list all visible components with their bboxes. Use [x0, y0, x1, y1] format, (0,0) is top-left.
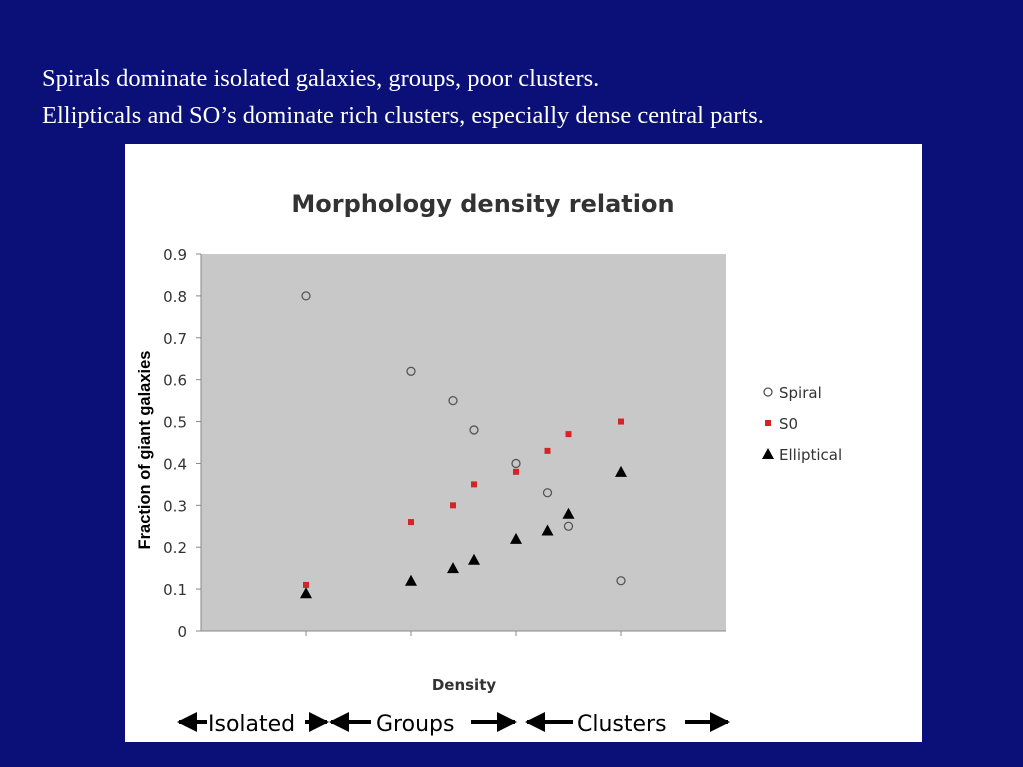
chart-panel: Morphology density relation 0 0.1 0.2 0.3 0.…	[125, 144, 922, 742]
spiral-point	[406, 366, 416, 376]
legend-spiral-marker	[763, 387, 773, 397]
legend-s0-marker	[765, 420, 771, 426]
slide-caption: Spirals dominate isolated galaxies, grou…	[42, 60, 764, 134]
y-tick-label: 0.9	[163, 246, 187, 264]
x-axis-label: Density	[432, 676, 497, 694]
spiral-point	[301, 291, 311, 301]
series-s0	[303, 418, 624, 588]
spiral-point	[616, 576, 626, 586]
morphology-density-chart: Morphology density relation 0 0.1 0.2 0.3 0.…	[136, 190, 842, 737]
spiral-point	[469, 425, 479, 435]
y-tick-label: 0.5	[163, 414, 187, 432]
x-axis-ticks	[305, 631, 622, 636]
y-tick-label: 0.4	[163, 455, 187, 473]
elliptical-point	[300, 587, 312, 599]
y-tick-label: 0.7	[163, 330, 187, 348]
s0-point	[618, 418, 624, 425]
elliptical-point	[510, 532, 522, 544]
plot-area	[201, 254, 726, 631]
legend-elliptical-label: Elliptical	[779, 446, 842, 464]
s0-point	[513, 468, 519, 475]
category-label-isolated: Isolated	[208, 712, 295, 737]
caption-line-1: Spirals dominate isolated galaxies, grou…	[42, 65, 600, 92]
spiral-point	[563, 521, 574, 531]
legend-spiral-label: Spiral	[779, 384, 822, 402]
legend: Spiral S0 Elliptical	[762, 384, 842, 464]
s0-point	[408, 519, 414, 526]
density-category-row: Isolated Groups Clusters	[177, 712, 730, 737]
spiral-point	[542, 488, 553, 498]
elliptical-point	[562, 507, 575, 519]
elliptical-point	[447, 562, 459, 574]
spiral-point	[511, 458, 521, 469]
spiral-point	[448, 395, 458, 406]
y-tick-label: 0.8	[163, 288, 187, 306]
y-tick-label: 0.1	[163, 581, 187, 599]
y-tick-label: 0.6	[163, 372, 187, 390]
s0-point	[544, 447, 551, 454]
series-spiral	[301, 291, 626, 586]
category-label-clusters: Clusters	[577, 712, 667, 737]
s0-point	[565, 431, 572, 438]
s0-point	[450, 502, 456, 509]
y-tick-label: 0.3	[163, 497, 187, 515]
elliptical-point	[615, 465, 627, 477]
category-label-groups: Groups	[376, 712, 454, 737]
elliptical-point	[468, 553, 480, 565]
elliptical-point	[541, 524, 554, 536]
elliptical-point	[405, 574, 417, 586]
s0-point	[303, 581, 309, 588]
caption-line-2: Ellipticals and SO’s dominate rich clust…	[42, 102, 764, 129]
series-elliptical	[300, 465, 627, 599]
y-tick-label: 0.2	[163, 539, 187, 557]
y-axis-label: Fraction of giant galaxies	[136, 351, 154, 550]
data-points	[300, 291, 627, 599]
chart-title: Morphology density relation	[291, 190, 674, 218]
y-axis-ticks: 0 0.1 0.2 0.3 0.4 0.5 0.6 0.7 0.8 0.9	[163, 246, 201, 641]
legend-s0-label: S0	[779, 415, 798, 433]
s0-point	[471, 481, 477, 488]
y-tick-label: 0	[177, 623, 187, 641]
legend-elliptical-marker	[762, 448, 774, 459]
